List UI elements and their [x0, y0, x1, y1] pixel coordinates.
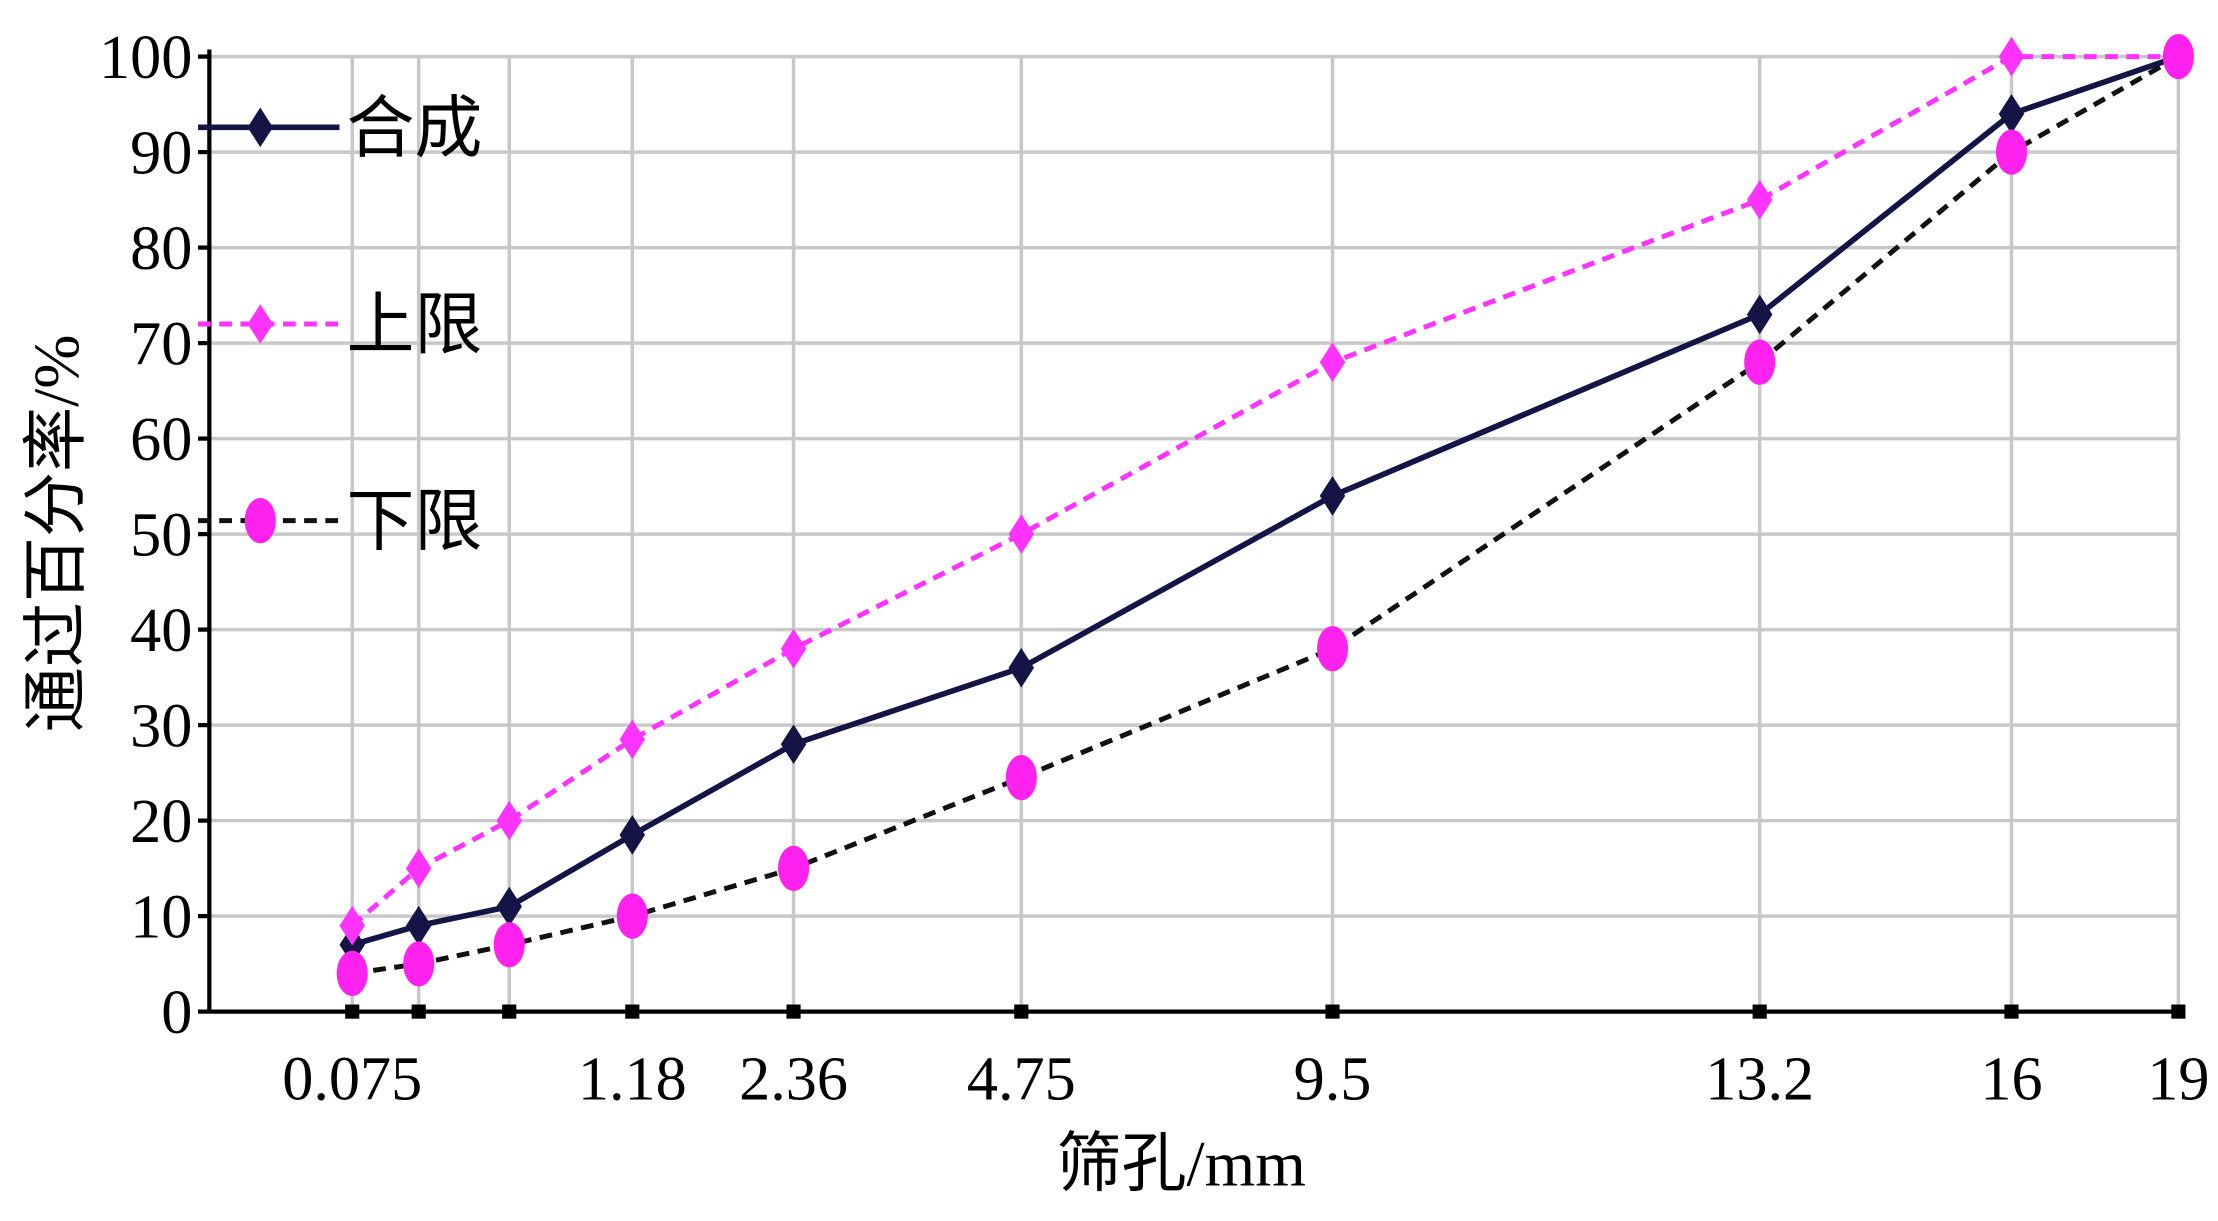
marker	[1005, 754, 1037, 801]
y-tick-label: 10	[130, 883, 192, 951]
y-tick-label: 90	[130, 119, 192, 187]
marker	[1995, 129, 2028, 175]
marker	[1998, 94, 2025, 134]
legend-label: 下限	[347, 484, 483, 560]
x-tick-label: 0.075	[282, 1045, 422, 1113]
series-line	[350, 54, 2179, 928]
marker	[619, 815, 646, 855]
series	[339, 36, 2192, 965]
marker	[777, 845, 810, 891]
y-axis-title: 通过百分率/%	[21, 335, 93, 733]
y-tick-label: 40	[130, 597, 192, 665]
x-axis-title: 筛孔/mm	[1056, 1129, 1305, 1201]
y-tick-label: 0	[161, 979, 192, 1047]
marker	[403, 941, 435, 987]
series	[336, 33, 2194, 997]
y-tick-label: 70	[130, 310, 192, 378]
y-tick-label: 80	[130, 215, 192, 283]
marker	[1319, 342, 1346, 383]
marker	[616, 893, 648, 939]
x-tick-label: 13.2	[1705, 1045, 1814, 1113]
y-tick-label: 50	[130, 501, 192, 569]
series	[339, 36, 2192, 946]
marker	[619, 719, 646, 760]
marker	[1746, 180, 1773, 220]
series-line	[351, 53, 2180, 948]
marker	[780, 724, 807, 765]
y-tick-label: 60	[130, 406, 192, 474]
x-tick-label: 9.5	[1294, 1045, 1372, 1113]
x-tick-label: 16	[1980, 1045, 2042, 1113]
series-line	[351, 54, 2180, 976]
x-tick-label: 4.75	[967, 1045, 1076, 1113]
marker	[780, 628, 807, 669]
marker	[336, 950, 368, 997]
marker	[2162, 33, 2194, 80]
marker	[1744, 339, 1776, 385]
x-tick-label: 1.18	[578, 1045, 687, 1113]
y-tick-label: 30	[130, 692, 192, 760]
marker	[493, 922, 525, 968]
marker	[1008, 514, 1035, 554]
y-tick-label: 100	[99, 24, 192, 92]
marker	[1746, 294, 1773, 335]
marker	[1998, 36, 2025, 77]
marker	[1316, 626, 1349, 672]
y-tick-label: 20	[130, 788, 192, 856]
legend-label: 上限	[347, 287, 483, 363]
legend-label: 合成	[347, 90, 483, 166]
marker	[1008, 647, 1035, 688]
marker	[496, 800, 522, 841]
marker	[1319, 476, 1346, 516]
marker	[247, 304, 274, 344]
marker	[247, 107, 274, 148]
marker	[405, 848, 432, 889]
marker	[405, 905, 432, 946]
x-tick-label: 19	[2147, 1045, 2209, 1113]
x-tick-label: 2.36	[739, 1045, 848, 1113]
marker	[244, 498, 276, 544]
marker	[496, 886, 522, 927]
